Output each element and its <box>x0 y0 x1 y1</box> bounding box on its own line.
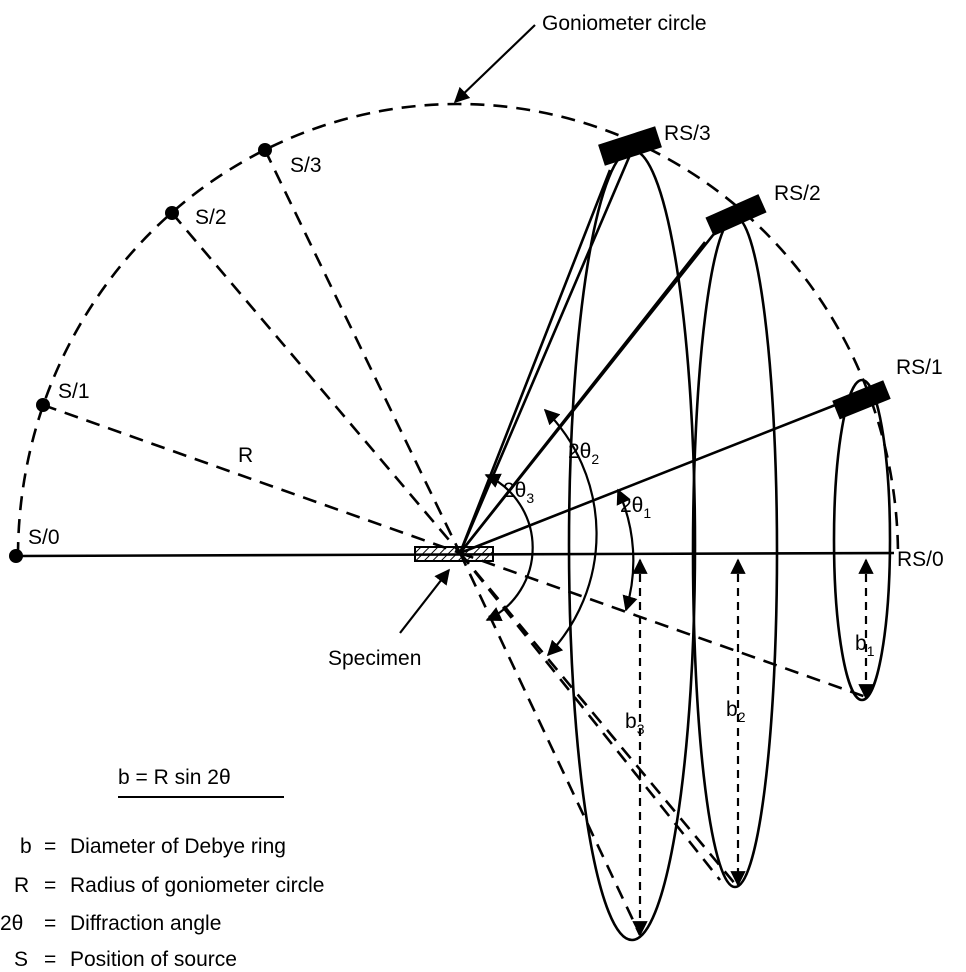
angle-label-2: 2θ2 <box>568 440 599 467</box>
receiver-label-rs1: RS/1 <box>896 356 943 379</box>
receiving-slit-rs3 <box>598 126 662 166</box>
source-label-s3: S/3 <box>290 154 322 177</box>
radius-line-s3 <box>263 149 462 554</box>
legend-symbol-b: b <box>20 835 32 858</box>
specimen <box>414 546 494 562</box>
angle-arc-1 <box>616 488 638 612</box>
radius-line-s2 <box>171 212 461 554</box>
radius-line-s1 <box>42 403 461 555</box>
specimen-pointer <box>399 568 450 634</box>
diameter-label-b1: b1 <box>855 632 875 659</box>
legend-eq-r: = <box>44 874 56 897</box>
diffracted-ray-3b <box>458 169 612 554</box>
receiver-label-rs0: RS/0 <box>897 548 944 571</box>
mirror-ray-3 <box>458 552 642 936</box>
legend-text-s: Position of source <box>70 948 237 971</box>
debye-ring-2 <box>691 215 779 889</box>
diffracted-ray-3 <box>458 154 632 554</box>
source-label-s2: S/2 <box>195 206 227 229</box>
formula: b = R sin 2θ <box>118 766 231 789</box>
diffracted-ray-1 <box>459 398 849 555</box>
angle-arc-2 <box>543 408 598 657</box>
angle-arc-3 <box>484 473 534 621</box>
legend: b = Diameter of Debye ring R = Radius of… <box>0 835 324 971</box>
diameter-label-b3: b3 <box>625 710 645 737</box>
source-point-s0 <box>9 549 23 563</box>
legend-symbol-r: R <box>14 874 29 897</box>
radius-label: R <box>238 444 253 467</box>
angle-label-1: 2θ1 <box>620 494 651 521</box>
source-label-s1: S/1 <box>58 380 90 403</box>
goniometer-circle <box>16 102 900 557</box>
debye-ring-1 <box>832 378 892 702</box>
legend-text-b: Diameter of Debye ring <box>70 835 286 858</box>
specimen-label: Specimen <box>328 647 421 670</box>
goniometer-circle-label: Goniometer circle <box>542 12 707 35</box>
diffracted-ray-2b <box>458 241 707 554</box>
angle-label-3: 2θ3 <box>503 479 534 506</box>
legend-eq-b: = <box>44 835 56 858</box>
goniometer-pointer <box>453 24 536 104</box>
diameter-label-b2: b2 <box>726 698 746 725</box>
source-label-s0: S/0 <box>28 526 60 549</box>
legend-text-r: Radius of goniometer circle <box>70 874 324 897</box>
receiver-label-rs2: RS/2 <box>774 182 821 205</box>
legend-text-theta: Diffraction angle <box>70 912 221 935</box>
receiving-slit-rs1 <box>832 380 891 420</box>
legend-eq-theta: = <box>44 912 56 935</box>
receiving-slit-rs2 <box>705 194 767 236</box>
legend-eq-s: = <box>44 948 56 971</box>
legend-symbol-s: S <box>14 948 28 971</box>
legend-symbol-theta: 2θ <box>0 912 23 935</box>
receiver-label-rs3: RS/3 <box>664 122 711 145</box>
